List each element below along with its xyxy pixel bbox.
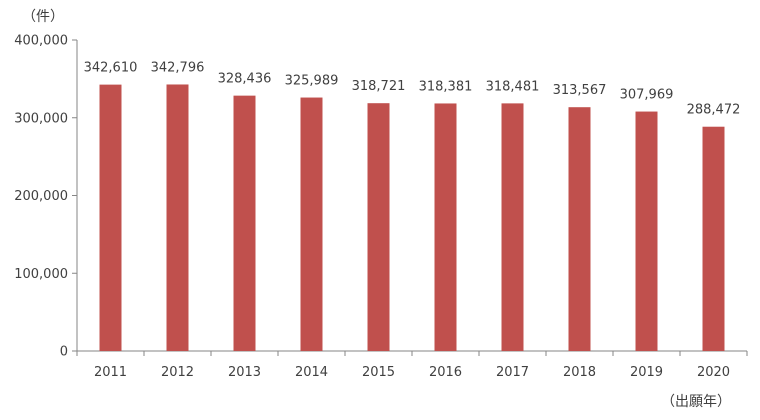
x-tick-label: 2017 (496, 365, 529, 380)
bar (635, 111, 658, 351)
bar-value-label: 318,381 (419, 79, 473, 94)
y-tick-label: 100,000 (14, 267, 68, 282)
x-tick-label: 2011 (94, 365, 127, 380)
y-tick-label: 0 (60, 345, 68, 360)
bar-value-label: 342,610 (84, 61, 138, 76)
y-tick-label: 400,000 (14, 34, 68, 49)
bar-value-label: 288,472 (687, 103, 741, 118)
bar (233, 95, 256, 351)
bar-value-label: 318,721 (352, 79, 406, 94)
y-tick-label: 200,000 (14, 189, 68, 204)
x-tick-label: 2014 (295, 365, 328, 380)
bar-value-label: 328,436 (218, 72, 272, 87)
bar (367, 103, 390, 351)
x-axis-unit-label: （出願年） (661, 394, 731, 410)
chart-bars (99, 84, 725, 352)
x-tick-label: 2012 (161, 365, 194, 380)
y-tick-label: 300,000 (14, 111, 68, 126)
bar (702, 126, 725, 352)
x-tick-label: 2016 (429, 365, 462, 380)
x-tick-label: 2013 (228, 365, 261, 380)
chart-axes: 0 100,000 200,000 300,000 400,000 2011 2012 201… (14, 34, 748, 380)
x-tick-label: 2019 (630, 365, 663, 380)
bar (99, 84, 122, 351)
x-tick-label: 2018 (563, 365, 596, 380)
bar-value-label: 313,567 (553, 83, 607, 98)
bar (568, 107, 591, 351)
bar-value-label: 307,969 (620, 88, 674, 103)
x-tick-label: 2015 (362, 365, 395, 380)
bar-value-label: 325,989 (285, 74, 339, 89)
bar (434, 103, 457, 351)
bar (501, 103, 524, 352)
chart-data-labels: 342,610 342,796 328,436 325,989 318,721 318,3… (84, 60, 741, 117)
x-tick-label: 2020 (697, 365, 730, 380)
bar-value-label: 342,796 (151, 60, 205, 75)
bar (166, 84, 189, 352)
bar (300, 97, 323, 352)
y-axis-unit-label: （件） (22, 9, 64, 25)
bar-value-label: 318,481 (486, 79, 540, 94)
